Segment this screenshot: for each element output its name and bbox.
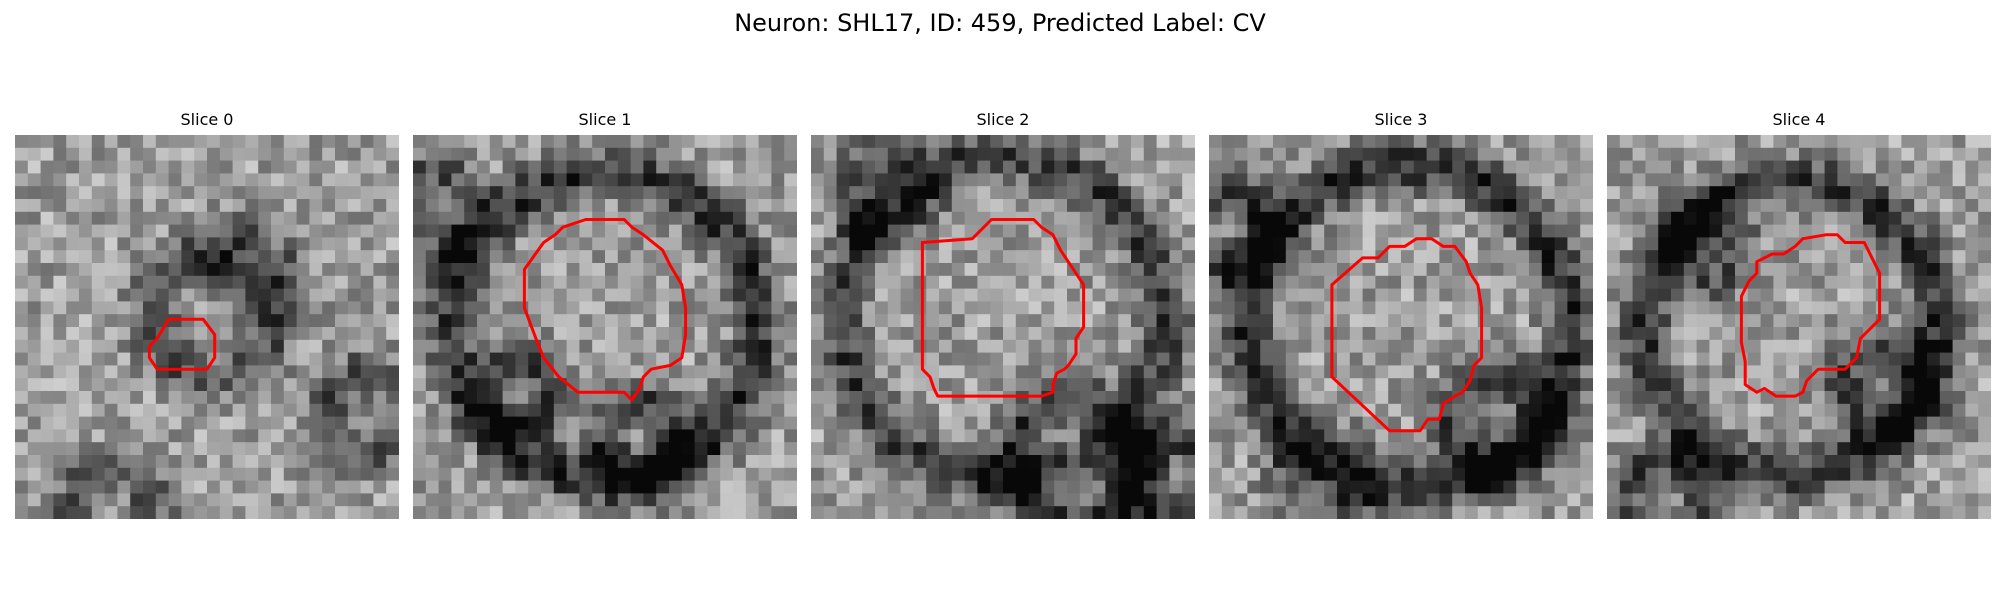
slice-title: Slice 3 xyxy=(1374,110,1428,129)
slice-panel-2: Slice 2 xyxy=(811,107,1195,519)
segmentation-contour xyxy=(920,218,1086,398)
slice-image xyxy=(15,135,399,519)
slice-panel-4: Slice 4 xyxy=(1607,107,1991,519)
segmentation-contour xyxy=(1330,237,1484,433)
slice-panel-0: Slice 0 xyxy=(15,107,399,519)
slice-image xyxy=(811,135,1195,519)
slice-panel-1: Slice 1 xyxy=(413,107,797,519)
slice-image xyxy=(1209,135,1593,519)
slice-panel-3: Slice 3 xyxy=(1209,107,1593,519)
segmentation-contour xyxy=(147,317,217,371)
slice-image xyxy=(1607,135,1991,519)
slice-title: Slice 1 xyxy=(578,110,632,129)
slice-title: Slice 4 xyxy=(1772,110,1826,129)
figure-title: Neuron: SHL17, ID: 459, Predicted Label:… xyxy=(734,9,1266,37)
slice-image xyxy=(413,135,797,519)
slice-title: Slice 0 xyxy=(180,110,234,129)
slice-title: Slice 2 xyxy=(976,110,1030,129)
segmentation-contour xyxy=(1739,233,1882,398)
segmentation-contour xyxy=(522,218,688,402)
